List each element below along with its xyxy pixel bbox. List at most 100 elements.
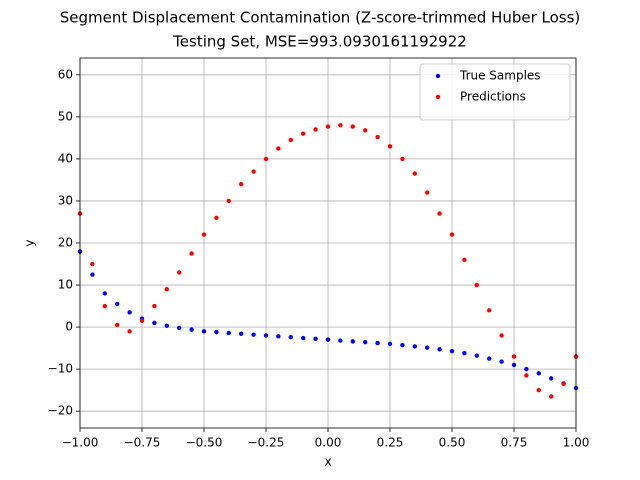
x-tick-label: 0.25 — [377, 436, 404, 450]
point — [338, 123, 343, 128]
x-tick-label: −0.25 — [248, 436, 285, 450]
point — [387, 341, 393, 347]
point — [251, 332, 256, 337]
point — [363, 128, 368, 133]
y-tick-label: 20 — [58, 236, 73, 250]
point — [201, 329, 207, 334]
point — [499, 359, 504, 364]
x-tick-label: −0.50 — [186, 436, 223, 450]
point — [226, 198, 231, 204]
point — [350, 339, 355, 344]
point — [127, 329, 132, 334]
point — [127, 310, 132, 315]
legend-label: Predictions — [460, 90, 526, 104]
point — [263, 156, 269, 162]
point — [139, 318, 145, 323]
y-tick-label: 30 — [58, 193, 73, 207]
point — [338, 338, 343, 343]
point — [549, 376, 554, 381]
legend-box — [419, 63, 571, 121]
legend-label: True Samples — [459, 69, 541, 83]
point — [189, 251, 194, 256]
y-tick-label: −20 — [48, 404, 73, 418]
chart-title: Segment Displacement Contamination (Z-sc… — [60, 9, 581, 27]
y-tick-label: 0 — [65, 320, 73, 334]
legend-marker — [435, 94, 441, 100]
point — [115, 322, 120, 328]
x-axis-label: x — [324, 455, 331, 469]
y-tick-label: 50 — [58, 109, 73, 123]
point — [313, 127, 318, 132]
point — [90, 272, 95, 277]
point — [189, 327, 194, 332]
point — [387, 144, 393, 149]
point — [375, 340, 380, 346]
point — [536, 387, 541, 393]
point — [325, 124, 331, 129]
y-tick-label: 10 — [58, 278, 73, 292]
x-tick-label: −0.75 — [124, 436, 161, 450]
point — [214, 329, 219, 335]
point — [152, 320, 157, 326]
point — [177, 325, 182, 331]
point — [524, 366, 529, 372]
point — [177, 270, 182, 275]
point — [462, 350, 467, 356]
point — [375, 134, 380, 140]
point — [201, 232, 207, 237]
point — [251, 169, 256, 174]
point — [549, 394, 554, 399]
y-axis-label: y — [23, 239, 37, 246]
point — [214, 215, 219, 220]
point — [226, 330, 231, 336]
point — [400, 342, 405, 348]
x-tick-label: 0.50 — [439, 436, 466, 450]
x-tick-label: 0.00 — [315, 436, 342, 450]
point — [102, 303, 108, 309]
legend-marker — [435, 73, 441, 79]
point — [263, 333, 269, 338]
point — [276, 334, 281, 339]
point — [437, 347, 442, 352]
x-tick-label: 1.00 — [563, 436, 590, 450]
point — [499, 333, 504, 338]
y-tick-label: 40 — [58, 151, 73, 165]
point — [288, 334, 293, 340]
point — [350, 124, 355, 129]
plot-frame — [79, 57, 577, 429]
chart-subtitle: Testing Set, MSE=993.0930161192922 — [172, 33, 467, 51]
point — [164, 323, 169, 329]
point — [474, 282, 479, 288]
point — [152, 303, 157, 309]
point — [425, 190, 430, 195]
point — [400, 156, 405, 162]
point — [511, 362, 517, 368]
point — [487, 308, 492, 313]
y-tick-label: −10 — [48, 362, 73, 376]
point — [536, 371, 541, 376]
point — [301, 335, 306, 341]
point — [449, 232, 455, 237]
point — [164, 287, 169, 292]
x-tick-label: −1.00 — [62, 436, 99, 450]
point — [511, 354, 517, 359]
point — [102, 291, 108, 296]
point — [301, 131, 306, 136]
point — [561, 381, 566, 387]
point — [90, 261, 95, 267]
point — [412, 344, 417, 349]
point — [239, 181, 244, 187]
point — [487, 356, 492, 361]
point — [288, 137, 293, 143]
point — [313, 336, 318, 342]
point — [325, 337, 331, 342]
point — [437, 211, 442, 216]
point — [412, 171, 417, 176]
point — [449, 348, 455, 354]
point — [363, 340, 368, 345]
legend: True Samples Predictions — [419, 63, 571, 121]
point — [425, 345, 430, 350]
y-tick-label: 60 — [58, 67, 73, 81]
point — [239, 331, 244, 337]
